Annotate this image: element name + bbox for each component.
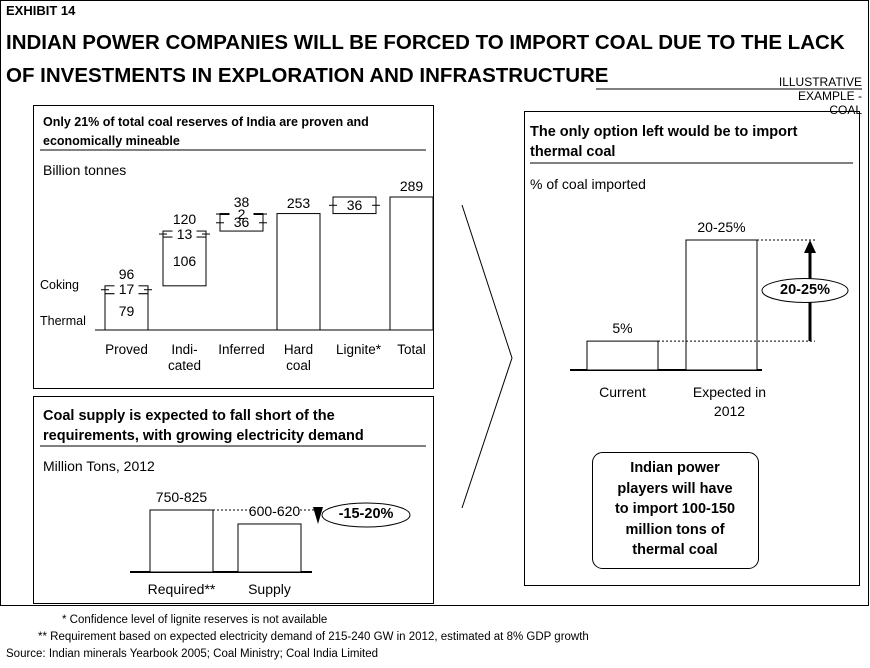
value-label: 600-620 bbox=[248, 502, 301, 519]
annotation-ring bbox=[321, 502, 411, 528]
arrow bbox=[313, 507, 323, 524]
x-tick-label: Current bbox=[599, 384, 646, 400]
tag-text: ILLUSTRATIVE EXAMPLE - COAL bbox=[778, 75, 862, 117]
legend-label: Thermal bbox=[40, 314, 86, 329]
x-tick-label: Supply bbox=[248, 581, 291, 597]
label-backdrop bbox=[114, 282, 139, 297]
value-label: 5% bbox=[612, 320, 633, 337]
footnote: ** Requirement based on expected electri… bbox=[38, 631, 589, 643]
bar bbox=[685, 239, 758, 371]
bar bbox=[586, 340, 659, 371]
annotation: 20-25% bbox=[780, 281, 830, 298]
chart-subtitle: Million Tons, 2012 bbox=[43, 458, 155, 474]
chart-title: Coal supply is expected to fall short of… bbox=[43, 408, 364, 444]
value-label: 79 bbox=[118, 303, 135, 320]
chart-subtitle: Billion tonnes bbox=[43, 162, 127, 178]
value-label: 750-825 bbox=[155, 489, 208, 505]
callout-line: players will have bbox=[617, 480, 733, 497]
x-tick-label: Indi- cated bbox=[167, 342, 202, 373]
total-label: 96 bbox=[118, 265, 135, 282]
bar-segment bbox=[276, 213, 321, 331]
x-tick-label: Required** bbox=[147, 581, 216, 597]
chart-title: Only 21% of total coal reserves of India… bbox=[43, 115, 369, 148]
footnote: Source: Indian minerals Yearbook 2005; C… bbox=[6, 648, 379, 660]
value-label: 17 bbox=[118, 281, 135, 298]
panel-frame bbox=[33, 396, 434, 604]
chart-subtitle: % of coal imported bbox=[530, 176, 646, 192]
chevron bbox=[461, 204, 513, 509]
x-tick-label: Inferred bbox=[218, 342, 265, 357]
value-label: 36 bbox=[233, 214, 250, 231]
value-label: 253 bbox=[286, 194, 311, 211]
value-label: 106 bbox=[172, 253, 197, 270]
total-label: 38 bbox=[233, 193, 250, 210]
bar bbox=[149, 509, 214, 573]
label-backdrop bbox=[172, 227, 197, 242]
label-backdrop bbox=[342, 198, 367, 213]
value-label: 36 bbox=[346, 196, 363, 213]
exhibit-label: EXHIBIT 14 bbox=[6, 3, 76, 18]
bar-segment bbox=[389, 196, 434, 331]
bar bbox=[237, 523, 302, 573]
x-tick-label: Hard coal bbox=[283, 342, 314, 373]
callout-line: thermal coal bbox=[632, 542, 718, 558]
chart-title: The only option left would be to import … bbox=[530, 124, 798, 160]
x-tick-label: Proved bbox=[105, 342, 148, 357]
footnote: * Confidence level of lignite reserves i… bbox=[62, 614, 328, 626]
value-label: 2 bbox=[237, 205, 246, 222]
callout-line: Indian power bbox=[630, 460, 720, 476]
panel-frame bbox=[524, 111, 860, 586]
value-label: 20-25% bbox=[697, 219, 746, 235]
tag: ILLUSTRATIVE EXAMPLE - COAL bbox=[779, 75, 870, 117]
callout-line: to import 100-150 bbox=[614, 501, 736, 517]
legend-label: Coking bbox=[40, 278, 79, 293]
bar-segment bbox=[104, 293, 149, 331]
x-tick-label: Expected in 2012 bbox=[692, 384, 767, 419]
label-backdrop bbox=[229, 207, 254, 222]
callout-line: million tons of bbox=[625, 521, 725, 538]
value-label: 289 bbox=[399, 178, 424, 194]
x-tick-label: Lignite* bbox=[335, 342, 382, 357]
annotation-ring bbox=[761, 278, 849, 304]
page-title: INDIAN POWER COMPANIES WILL BE FORCED TO… bbox=[6, 31, 845, 87]
callout-box bbox=[592, 452, 759, 569]
total-label: 120 bbox=[172, 211, 197, 228]
value-label: 13 bbox=[176, 225, 193, 242]
x-tick-label: Total bbox=[397, 342, 426, 357]
bar-segment bbox=[162, 236, 207, 287]
annotation: -15-20% bbox=[338, 506, 394, 523]
arrow-head bbox=[804, 240, 816, 253]
exhibit-frame bbox=[0, 0, 869, 606]
